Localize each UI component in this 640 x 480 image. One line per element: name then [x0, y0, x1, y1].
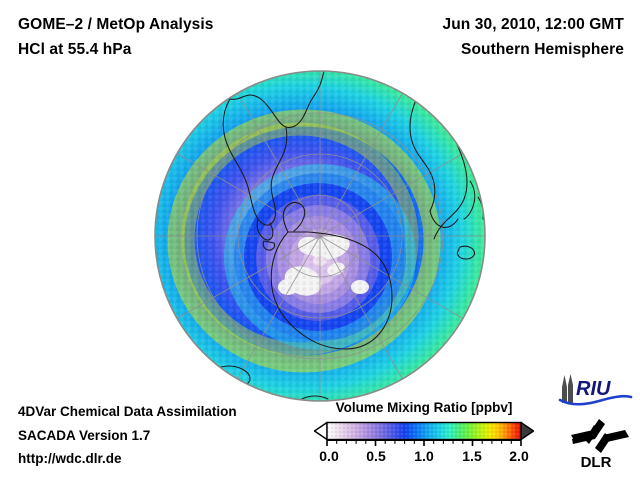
graticule [155, 71, 485, 401]
coast-south-america-north [209, 71, 325, 129]
coast-antarctic-peninsula [282, 201, 306, 233]
colorbar-graphic [313, 421, 535, 447]
page-subtitle-species: HCl at 55.4 hPa [18, 41, 132, 58]
method-label: 4DVar Chemical Data Assimilation [18, 404, 237, 419]
colorbar-svg [313, 421, 535, 446]
riu-tower-icon [562, 374, 573, 403]
coast-south-america-west [222, 98, 288, 226]
colorbar-under-arrow [313, 421, 328, 441]
coast-antarctica-main [270, 231, 393, 350]
coast-africa-west [409, 90, 436, 212]
riu-wave-icon [558, 394, 633, 406]
coast-madagascar [463, 180, 476, 220]
colorbar-title: Volume Mixing Ratio [ppbv] [335, 400, 513, 415]
coast-antarctic-south-edge [301, 395, 329, 400]
colorbar-tick-4: 2.0 [509, 448, 529, 464]
page-title: GOME–2 / MetOp Analysis [18, 16, 214, 33]
riu-logo: RIU [557, 373, 633, 407]
coast-africa-south [429, 210, 459, 229]
dlr-logo: DLR [568, 415, 632, 471]
colorbar: Volume Mixing Ratio [ppbv] [313, 399, 535, 468]
riu-wordmark: RIU [576, 378, 611, 400]
colorbar-over-arrow [520, 421, 535, 441]
globe-outline [154, 70, 486, 402]
globe-svg [154, 70, 486, 402]
header-left-block: GOME–2 / MetOp Analysis HCl at 55.4 hPa [18, 12, 214, 62]
hemisphere-label: Southern Hemisphere [461, 41, 624, 58]
globe-map [152, 69, 488, 405]
colorbar-tick-2: 1.0 [414, 448, 434, 464]
dlr-wordmark: DLR [581, 454, 612, 471]
dlr-pinwheel-icon [571, 419, 629, 453]
dlr-logo-svg: DLR [571, 419, 629, 471]
coast-new-zealand [456, 245, 476, 260]
riu-logo-svg: RIU [558, 374, 633, 406]
colorbar-ticks [326, 439, 522, 446]
colorbar-tick-labels: 0.0 0.5 1.0 1.5 2.0 [313, 448, 535, 468]
colorbar-tick-3: 1.5 [462, 448, 482, 464]
footer-left-block: 4DVar Chemical Data Assimilation SACADA … [18, 400, 237, 471]
website-url: http://wdc.dlr.de [18, 451, 122, 466]
colorbar-texture [327, 422, 521, 440]
header-right-block: Jun 30, 2010, 12:00 GMT Southern Hemisph… [443, 12, 625, 62]
version-label: SACADA Version 1.7 [18, 427, 151, 443]
coast-tierra-del-fuego [262, 240, 276, 251]
colorbar-tick-0: 0.0 [319, 448, 339, 464]
timestamp-label: Jun 30, 2010, 12:00 GMT [442, 16, 624, 33]
coast-patagonia [256, 218, 274, 241]
colorbar-tick-1: 0.5 [366, 448, 386, 464]
